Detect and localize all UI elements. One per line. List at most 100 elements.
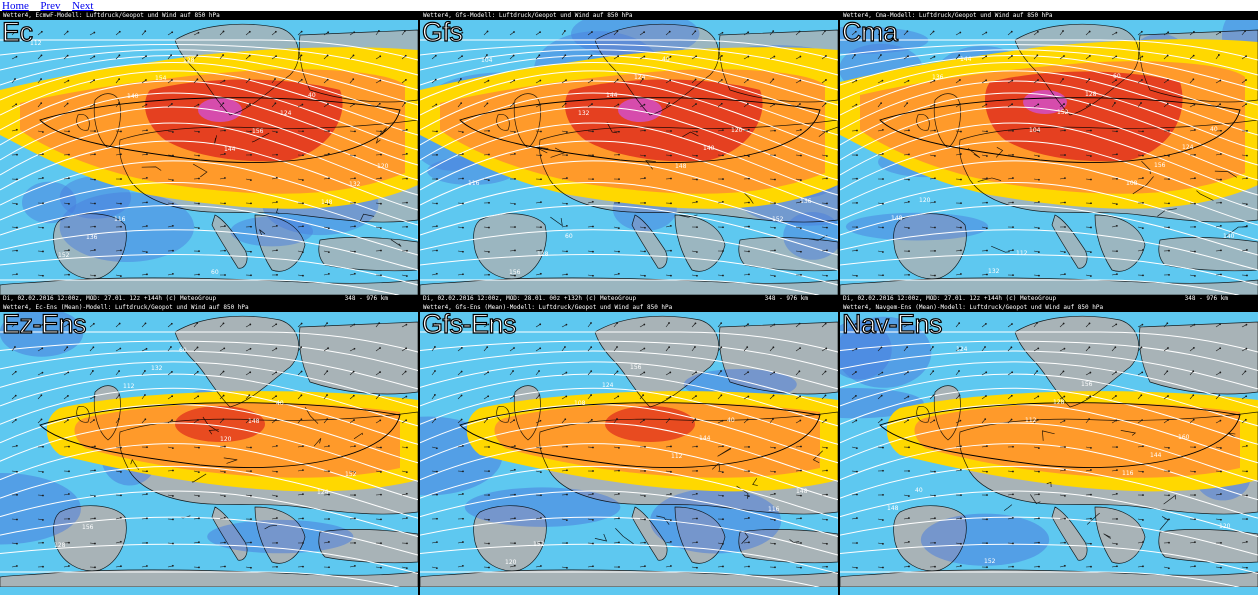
isobar-value-label: 104	[1029, 127, 1041, 134]
wind-arrow-head	[720, 394, 723, 397]
next-link[interactable]: Next	[72, 0, 94, 12]
wind-arrow-head	[514, 226, 516, 228]
wind-arrow-head	[960, 542, 962, 545]
isobar	[420, 106, 838, 181]
wind-arrow-head	[146, 201, 148, 204]
wind-arrow-head	[565, 79, 567, 82]
wind-arrows	[431, 322, 828, 570]
wind-arrow-head	[197, 471, 200, 474]
wind-arrow-head	[722, 129, 724, 131]
panel-ec: Wetter4, EcmwF-Modell: Luftdruck/Geopot …	[0, 11, 418, 303]
wind-arrow-head	[1245, 55, 1248, 58]
wind-arrow-head	[352, 370, 355, 373]
wind-arrow-head	[380, 202, 382, 205]
wind-arrow-head	[404, 102, 406, 104]
land-mass	[420, 569, 838, 587]
coastline	[1094, 214, 1146, 272]
isobar	[840, 106, 1258, 181]
wind-arrow-head	[15, 55, 18, 58]
coastline	[893, 505, 967, 572]
wind-arrow-head	[643, 323, 646, 326]
wind-arrow-head	[1244, 370, 1247, 373]
wind-arrow-head	[882, 226, 884, 229]
wind-arrow-head	[644, 470, 646, 472]
wind-arrow-head	[643, 419, 645, 421]
wind-arrow-head	[642, 78, 644, 80]
wind-arrow-head	[1194, 226, 1196, 228]
wind-arrow-head	[774, 178, 776, 181]
wind-arrow-head	[798, 370, 801, 373]
wind-arrow-head	[720, 78, 723, 81]
isobar	[0, 543, 418, 575]
home-link[interactable]: Home	[2, 0, 29, 12]
wind-arrow-head	[93, 103, 96, 106]
wind-arrow-head	[773, 55, 776, 58]
wind-arrow-head	[404, 54, 407, 57]
wind-arrow-head	[1142, 201, 1144, 204]
isobar-value-label: 144	[606, 92, 618, 99]
wind-arrow-head	[172, 202, 174, 205]
wind-arrow-head	[1246, 566, 1248, 569]
coastline	[674, 214, 726, 272]
wind-arrow-head	[120, 565, 122, 568]
wind-arrow-head	[986, 155, 988, 157]
wind-arrow-head	[1167, 347, 1169, 349]
isobars	[0, 39, 418, 295]
wind-arrow-head	[250, 130, 252, 133]
coastline	[1051, 506, 1088, 561]
wind-arrow-head	[512, 370, 514, 372]
isobar-value-label: 128	[537, 251, 549, 258]
isobar-value-label: 128	[183, 57, 195, 64]
wind-arrow-head	[378, 30, 380, 32]
wind-arrow-head	[565, 371, 568, 374]
wind-arrow-head	[379, 79, 382, 82]
wind-arrow-head	[15, 128, 18, 131]
wind-arrow-head	[1244, 30, 1246, 32]
wind-arrow-head	[748, 470, 750, 473]
wind-arrow-head	[670, 274, 672, 277]
wind-arrow-head	[934, 470, 936, 473]
wind-arrow-head	[16, 178, 18, 181]
wind-arrow-head	[591, 200, 594, 203]
wind-arrow-head	[68, 130, 70, 133]
wind-arrow-head	[434, 54, 437, 57]
wind-arrow-head	[328, 493, 330, 496]
wind-arrow-head	[826, 130, 828, 133]
wind-arrow-head	[824, 322, 827, 325]
wind-arrow-head	[773, 492, 776, 495]
coastline	[420, 569, 838, 587]
wind-arrow-head	[696, 154, 698, 157]
divider	[838, 11, 840, 595]
wind-arrow-head	[1141, 419, 1144, 422]
wind-arrow-head	[695, 200, 698, 203]
wind-arrow-head	[94, 130, 96, 132]
wind-arrow-head	[514, 542, 516, 545]
isobar	[840, 122, 1258, 196]
weather-map: 136 104 108 140 144 152 156 148 132 128 124 120 112 6…	[840, 20, 1258, 295]
wind-arrow-head	[826, 226, 828, 229]
wind-arrow-head	[908, 273, 910, 276]
wind-arrow-head	[856, 202, 858, 204]
wind-arrow-head	[1168, 494, 1170, 497]
coastline	[211, 506, 248, 561]
isobar	[0, 279, 400, 295]
wind-arrow-head	[722, 226, 724, 229]
wind-arrow-head	[986, 470, 988, 473]
wind-arrow-head	[566, 273, 568, 276]
wind-arrow-head	[145, 565, 148, 567]
border-line	[223, 457, 238, 464]
panel-ez-ens: Wetter4, Ec-Ens (Mean)-Modell: Luftdruck…	[0, 303, 418, 595]
prev-link[interactable]: Prev	[40, 0, 61, 12]
red-core	[605, 406, 695, 442]
wind-arrow-head	[721, 419, 724, 422]
red-core	[565, 79, 763, 162]
isobar-value-label: 40	[1210, 126, 1218, 133]
wind-arrow-head	[380, 471, 382, 473]
black-contours	[39, 97, 401, 163]
wind-arrow-head	[197, 419, 199, 421]
wind-arrow-head	[959, 273, 962, 275]
wind-arrow-head	[908, 129, 910, 132]
wind-arrow-head	[1038, 178, 1040, 181]
wind-arrow-head	[40, 418, 43, 421]
wind-arrow-head	[1038, 565, 1040, 568]
